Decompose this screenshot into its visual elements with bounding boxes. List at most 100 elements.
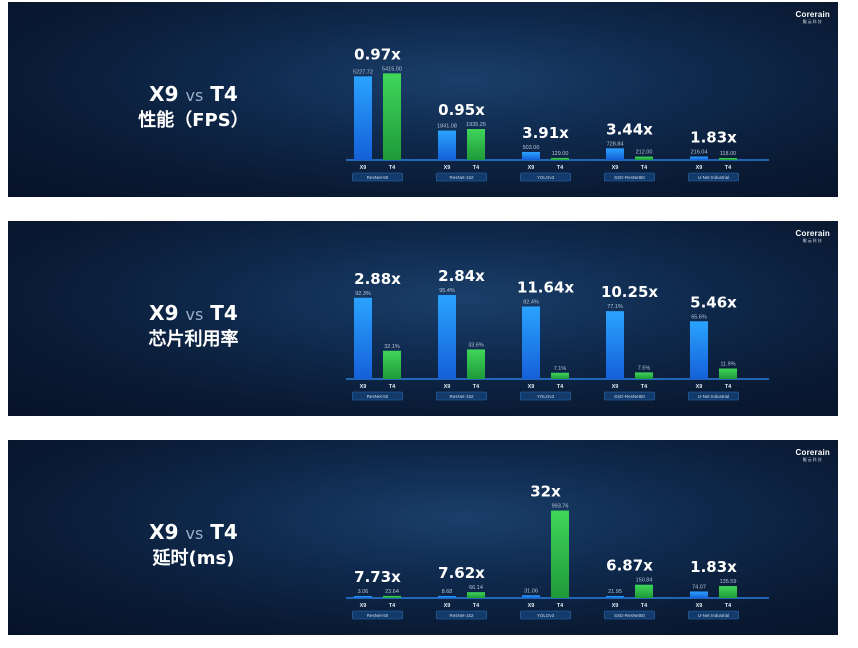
bar-x9: [354, 596, 372, 598]
category-label: U-Net Industrial: [698, 613, 729, 618]
chart-panel-latency: X9 vs T4 延时(ms) Corerain 鲲云科技 3.06 23.64 7…: [8, 440, 838, 635]
bar-x9: [522, 595, 540, 598]
chart-title: X9 vs T4: [126, 82, 261, 106]
tick-label-x9: X9: [528, 165, 535, 171]
bar-t4: [719, 368, 737, 379]
brand-logo: Corerain 鲲云科技: [796, 10, 831, 25]
tick-label-x9: X9: [696, 384, 703, 390]
bar-x9: [606, 311, 624, 379]
tick-label-x9: X9: [444, 603, 451, 609]
value-label-x9: 82.4%: [523, 299, 539, 305]
value-label-x9: 3.06: [358, 589, 369, 595]
value-label-x9: 503.00: [523, 145, 540, 151]
ratio-label: 2.88x: [354, 270, 401, 288]
tick-label-t4: T4: [725, 384, 732, 390]
value-label-x9: 1841.08: [437, 124, 457, 130]
brand-sub: 鲲云科技: [802, 19, 823, 24]
value-label-x9: 92.3%: [355, 291, 371, 297]
title-left: X9: [149, 301, 179, 325]
ratio-label: 6.87x: [606, 557, 653, 575]
value-label-t4: 66.14: [469, 585, 483, 591]
category-label: U-Net Industrial: [698, 394, 729, 399]
value-label-x9: 95.4%: [439, 288, 455, 294]
category-pill: [604, 610, 655, 620]
category-pill: [436, 610, 487, 620]
tick-label-t4: T4: [557, 384, 564, 390]
value-label-x9: 5227.72: [353, 69, 373, 75]
category-pill: [352, 610, 403, 620]
tick-label-x9: X9: [444, 165, 451, 171]
tick-label-x9: X9: [696, 165, 703, 171]
category-pill: [352, 391, 403, 401]
category-label: ResNet-152: [449, 613, 474, 618]
category-pill: [604, 391, 655, 401]
value-label-t4: 129.00: [552, 151, 569, 157]
category-pill: [688, 610, 739, 620]
category-pill: [520, 172, 571, 182]
brand-name: Corerain: [795, 448, 830, 457]
bar-x9: [690, 591, 708, 598]
value-label-t4: 32.1%: [384, 344, 400, 350]
value-label-t4: 1935.25: [466, 122, 486, 128]
value-label-x9: 65.6%: [691, 314, 707, 320]
bar-x9: [522, 151, 540, 160]
value-label-t4: 5415.00: [382, 66, 402, 72]
bar-x9: [606, 148, 624, 160]
ratio-label: 3.91x: [522, 124, 569, 142]
title-vs: vs: [185, 305, 204, 324]
value-label-x9: 31.06: [524, 588, 538, 594]
chart-panel-fps: X9 vs T4 性能（FPS） Corerain 鲲云科技 5227.72 54…: [8, 2, 838, 197]
bar-t4: [467, 129, 485, 160]
value-label-t4: 7.5%: [638, 365, 651, 371]
title-left: X9: [149, 520, 179, 544]
chart-title: X9 vs T4: [126, 520, 261, 544]
tick-label-x9: X9: [360, 384, 367, 390]
tick-label-t4: T4: [725, 603, 732, 609]
ratio-label: 3.44x: [606, 120, 653, 138]
tick-label-x9: X9: [444, 384, 451, 390]
category-pill: [520, 610, 571, 620]
category-pill: [436, 391, 487, 401]
chart-subtitle: 芯片利用率: [148, 329, 239, 350]
ratio-label: 1.83x: [690, 558, 737, 576]
value-label-x9: 21.95: [608, 589, 622, 595]
brand-logo: Corerain 鲲云科技: [796, 229, 831, 244]
value-label-t4: 7.1%: [554, 366, 567, 372]
category-pill: [436, 172, 487, 182]
value-label-t4: 212.00: [636, 150, 653, 156]
bar-x9: [690, 156, 708, 160]
category-label: ResNet-50: [367, 613, 389, 618]
tick-label-t4: T4: [473, 384, 480, 390]
chart-subtitle: 延时(ms): [152, 548, 235, 569]
tick-label-x9: X9: [612, 603, 619, 609]
category-label: SSD-ResNet50: [614, 613, 645, 618]
tick-label-x9: X9: [528, 384, 535, 390]
tick-label-t4: T4: [641, 384, 648, 390]
chart-panel-utilization: X9 vs T4 芯片利用率 Corerain 鲲云科技 92.3% 32.1% 2…: [8, 221, 838, 416]
tick-label-t4: T4: [641, 603, 648, 609]
brand-sub: 鲲云科技: [802, 238, 823, 243]
value-label-x9: 8.68: [442, 589, 453, 595]
value-label-t4: 23.64: [385, 589, 399, 595]
value-label-t4: 150.84: [636, 578, 653, 584]
ratio-label: 11.64x: [517, 278, 574, 296]
bar-t4: [635, 156, 653, 160]
bar-t4: [467, 349, 485, 379]
tick-label-t4: T4: [389, 165, 396, 171]
brand-sub: 鲲云科技: [802, 457, 823, 462]
category-pill: [688, 172, 739, 182]
ratio-label: 0.97x: [354, 45, 401, 63]
value-label-x9: 728.84: [607, 141, 624, 147]
ratio-label: 10.25x: [601, 283, 658, 301]
tick-label-t4: T4: [389, 384, 396, 390]
title-right: T4: [210, 301, 238, 325]
category-label: U-Net Industrial: [698, 175, 729, 180]
value-label-t4: 11.9%: [720, 362, 735, 368]
category-label: ResNet-152: [449, 175, 474, 180]
chart-subtitle: 性能（FPS）: [138, 110, 249, 131]
ratio-label: 7.73x: [354, 568, 401, 586]
chart-title: X9 vs T4: [126, 301, 261, 325]
category-pill: [688, 391, 739, 401]
tick-label-t4: T4: [473, 603, 480, 609]
